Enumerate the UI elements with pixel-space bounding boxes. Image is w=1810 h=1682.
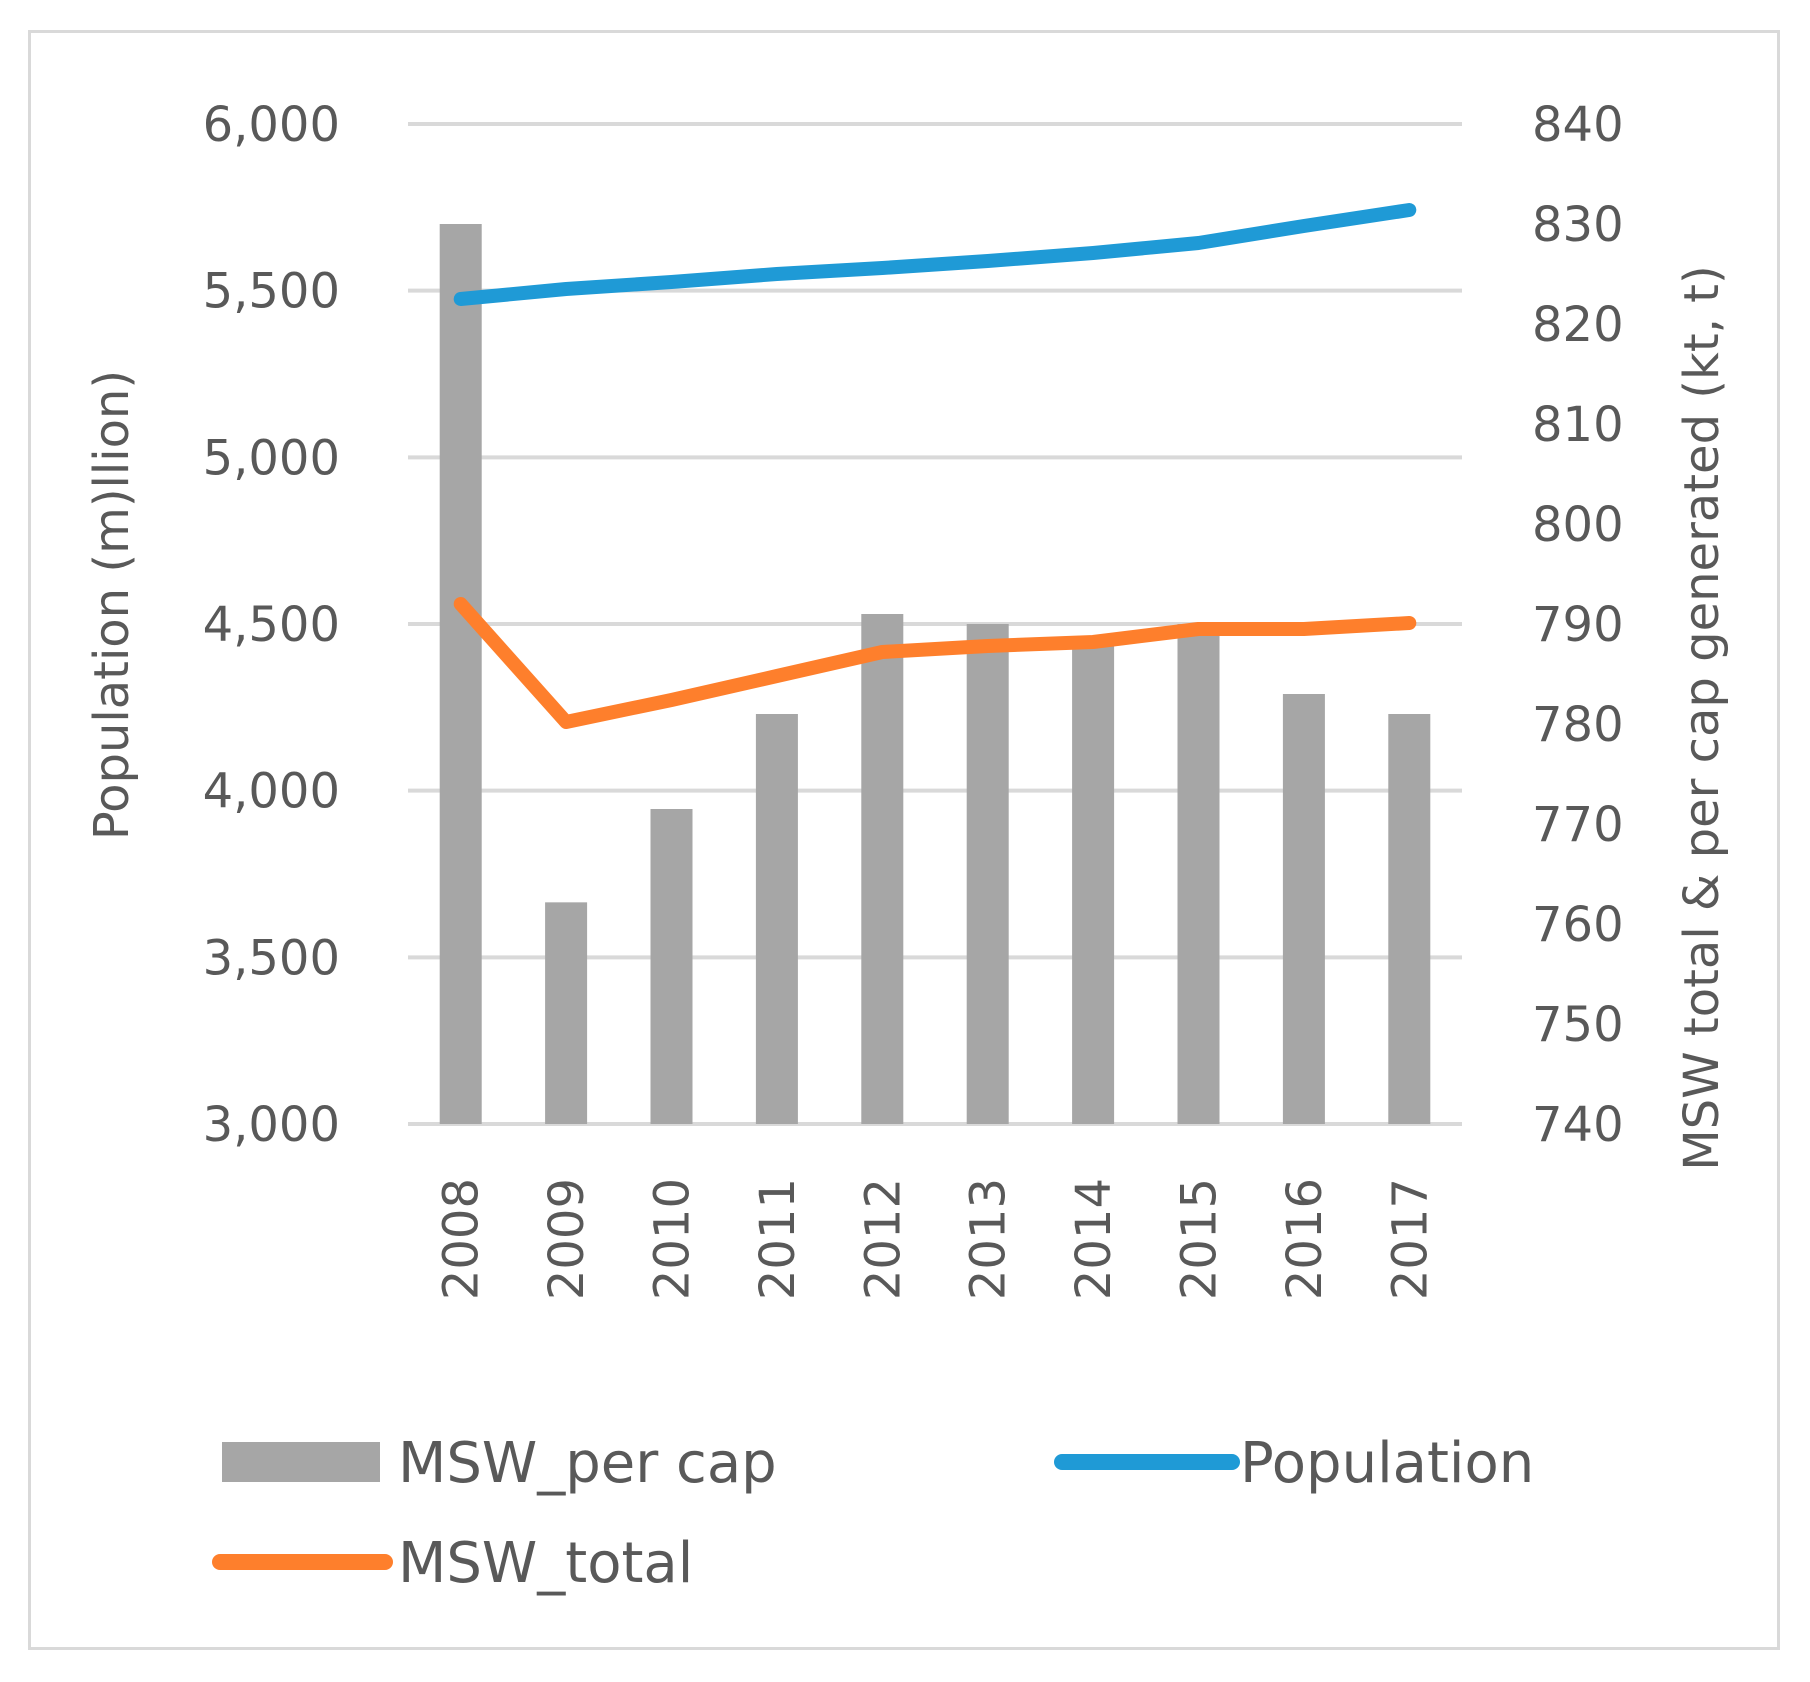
x-tick-label: 2012: [855, 1178, 911, 1300]
left-tick-label: 4,500: [203, 597, 340, 653]
line-msw-total: [453, 597, 1417, 729]
bar-2011: [755, 714, 798, 1124]
x-axis-ticks: 2008 2009 2010 2011 2012 2013 2014 2015 2016 2017: [434, 1178, 1439, 1300]
left-tick-label: 4,000: [203, 764, 340, 820]
right-tick-label: 760: [1532, 897, 1624, 953]
legend-label-population: Population: [1240, 1431, 1534, 1496]
bar-2014: [1072, 639, 1115, 1124]
left-tick-label: 3,500: [203, 930, 340, 986]
right-tick-label: 840: [1532, 97, 1624, 153]
left-tick-label: 5,500: [203, 264, 340, 320]
line-population: [453, 203, 1417, 306]
chart-frame: [28, 30, 1780, 1650]
right-tick-label: 800: [1532, 497, 1624, 553]
right-tick-label: 750: [1532, 997, 1624, 1053]
bar-2008: [439, 224, 482, 1124]
left-tick-label: 6,000: [203, 97, 340, 153]
left-axis-title: Population (m)llion): [84, 370, 140, 840]
right-tick-label: 820: [1532, 297, 1624, 353]
right-tick-label: 740: [1532, 1097, 1624, 1153]
legend-swatch-msw-per-cap: [222, 1442, 380, 1482]
left-tick-label: 5,000: [203, 430, 340, 486]
right-tick-label: 770: [1532, 797, 1624, 853]
bar-2015: [1177, 624, 1220, 1124]
right-axis-title: MSW total & per cap generated (kt, t): [1674, 265, 1730, 1170]
bar-2012: [861, 614, 904, 1124]
x-tick-label: 2009: [539, 1178, 595, 1300]
bar-2010: [650, 809, 693, 1124]
right-tick-label: 810: [1532, 397, 1624, 453]
right-tick-label: 780: [1532, 697, 1624, 753]
bar-2013: [966, 624, 1009, 1124]
x-tick-label: 2013: [961, 1178, 1017, 1300]
bar-series-msw-per-cap: [439, 224, 1431, 1124]
bar-2016: [1282, 694, 1325, 1124]
legend-label-msw-per-cap: MSW_per cap: [398, 1431, 777, 1496]
bar-2017: [1388, 714, 1431, 1124]
legend: MSW_per cap Population MSW_total: [212, 1431, 1534, 1596]
right-tick-label: 790: [1532, 597, 1624, 653]
x-tick-label: 2015: [1172, 1178, 1228, 1300]
line-series: [453, 203, 1417, 729]
x-tick-label: 2011: [750, 1178, 806, 1300]
legend-label-msw-total: MSW_total: [398, 1531, 693, 1596]
right-tick-label: 830: [1532, 197, 1624, 253]
right-axis-ticks: 740 750 760 770 780 790 800 810 820 830 840: [1532, 97, 1624, 1153]
x-tick-label: 2010: [645, 1178, 701, 1300]
x-tick-label: 2008: [434, 1178, 490, 1300]
left-tick-label: 3,000: [203, 1097, 340, 1153]
x-tick-label: 2014: [1066, 1178, 1122, 1300]
x-tick-label: 2016: [1277, 1178, 1333, 1300]
x-tick-label: 2017: [1382, 1178, 1438, 1300]
bar-2009: [545, 902, 588, 1124]
left-axis-ticks: 3,000 3,500 4,000 4,500 5,000 5,500 6,000: [203, 97, 340, 1153]
